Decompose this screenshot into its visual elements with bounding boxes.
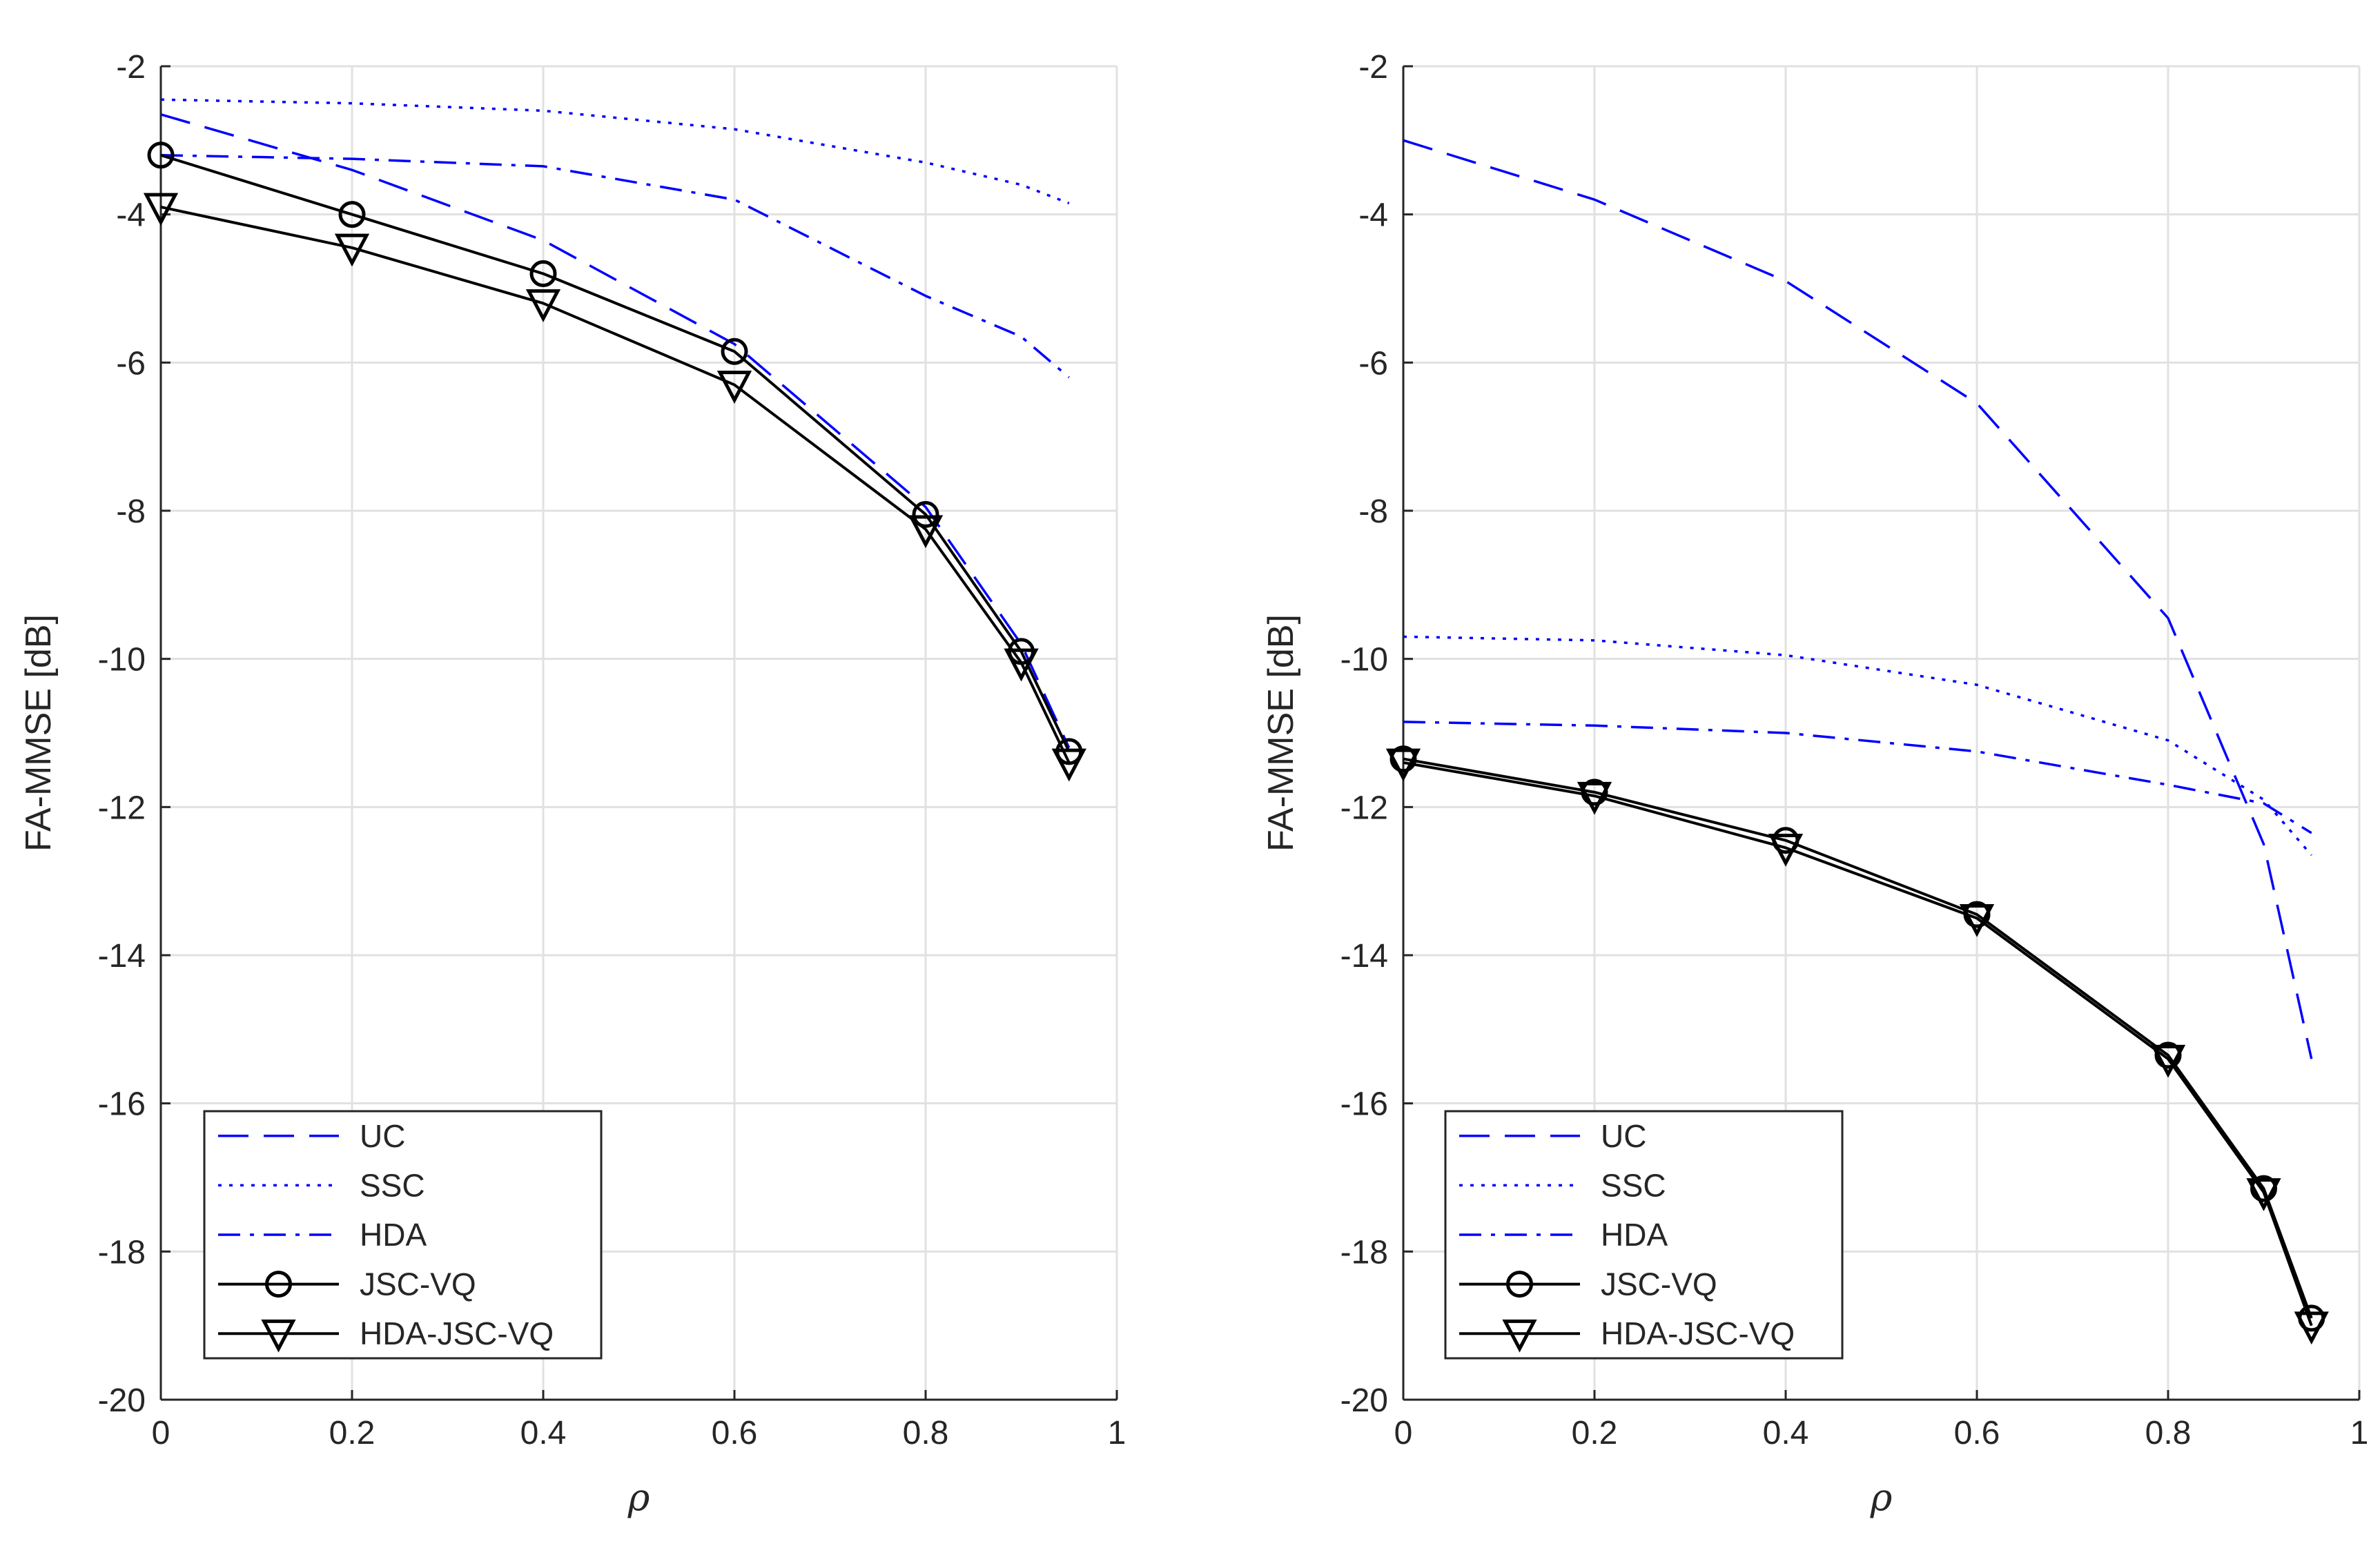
x-axis-label: ρ xyxy=(1870,1476,1893,1519)
legend-label-uc: UC xyxy=(1601,1118,1646,1154)
x-tick-label: 0.8 xyxy=(2145,1415,2192,1451)
y-tick-label: -4 xyxy=(1358,197,1388,234)
data-point-hda-jsc-vq xyxy=(334,233,370,267)
left-chart: 0 0.2 0.4 0.6 0.8 1 -2 -4 -6 -8 -10 -12 -14 -16 -18 -20… xyxy=(19,49,1126,1519)
x-tick-label: 1 xyxy=(1108,1415,1126,1451)
y-tick-label: -20 xyxy=(98,1382,146,1419)
legend-label-hda: HDA xyxy=(1601,1217,1668,1253)
y-tick-label: -6 xyxy=(1358,345,1388,382)
y-tick-label: -18 xyxy=(98,1234,146,1271)
legend-label-uc: UC xyxy=(360,1118,405,1154)
data-point-jsc-vq xyxy=(338,201,366,228)
legend-marker-jsc-vq xyxy=(265,1271,292,1298)
y-tick-label: -14 xyxy=(98,938,146,975)
data-point-jsc-vq xyxy=(721,337,748,365)
legend-marker-jsc-vq xyxy=(1506,1271,1533,1298)
series-line-ssc xyxy=(160,98,1070,205)
y-tick-label: -16 xyxy=(98,1086,146,1123)
x-tick-label: 0.4 xyxy=(520,1415,567,1451)
data-point-hda-jsc-vq xyxy=(1385,748,1421,782)
y-axis-label: FA-MMSE [dB] xyxy=(1261,614,1301,852)
data-point-hda-jsc-vq xyxy=(143,193,179,226)
y-tick-label: -12 xyxy=(1340,790,1388,826)
data-point-hda-jsc-vq xyxy=(908,515,944,549)
y-tick-label: -10 xyxy=(98,642,146,678)
right-chart: 0 0.2 0.4 0.6 0.8 1 -2 -4 -6 -8 -10 -12 -14 -16 -18 -20… xyxy=(1261,49,2368,1519)
legend-label-hda-jsc-vq: HDA-JSC-VQ xyxy=(360,1315,554,1351)
data-point-hda-jsc-vq xyxy=(2150,1044,2186,1078)
y-tick-label: -12 xyxy=(98,790,146,826)
y-axis-label: FA-MMSE [dB] xyxy=(19,614,59,852)
y-tick-label: -2 xyxy=(1358,49,1388,86)
data-point-hda-jsc-vq xyxy=(716,371,752,404)
x-tick-label: 0.6 xyxy=(712,1415,758,1451)
data-point-jsc-vq xyxy=(912,500,939,528)
x-tick-label: 0.2 xyxy=(329,1415,375,1451)
data-point-hda-jsc-vq xyxy=(1768,834,1804,867)
legend: UC SSC HDA JSC-VQ HDA-JSC-VQ xyxy=(203,1110,603,1360)
legend-label-ssc: SSC xyxy=(360,1167,425,1203)
legend-label-hda: HDA xyxy=(360,1217,427,1253)
series-line-hda-jsc-vq xyxy=(160,205,1071,763)
x-tick-label: 0 xyxy=(1394,1415,1413,1451)
series-line-jsc-vq xyxy=(1403,757,2313,1319)
series-line-hda xyxy=(1403,721,2312,834)
legend-label-ssc: SSC xyxy=(1601,1167,1666,1203)
series-line-uc xyxy=(160,113,1071,749)
series-line-hda xyxy=(160,154,1070,379)
series-line-ssc xyxy=(1403,635,2313,857)
series-line-uc xyxy=(1403,139,2313,1059)
y-tick-label: -6 xyxy=(116,345,146,382)
data-point-jsc-vq xyxy=(147,141,175,169)
series-line-hda-jsc-vq xyxy=(1403,761,2313,1327)
data-point-hda-jsc-vq xyxy=(1051,748,1086,782)
data-point-hda-jsc-vq xyxy=(2294,1311,2329,1345)
x-tick-label: 0.6 xyxy=(1954,1415,2000,1451)
y-tick-label: -8 xyxy=(116,493,146,530)
y-tick-label: -10 xyxy=(1340,642,1388,678)
data-point-hda-jsc-vq xyxy=(1577,781,1612,815)
data-point-hda-jsc-vq xyxy=(525,289,561,322)
x-tick-label: 0.2 xyxy=(1572,1415,1618,1451)
legend-label-jsc-vq: JSC-VQ xyxy=(360,1266,476,1302)
data-point-hda-jsc-vq xyxy=(1959,903,1995,937)
y-tick-label: -16 xyxy=(1340,1086,1388,1123)
legend-marker-hda-jsc-vq xyxy=(261,1319,296,1353)
y-tick-label: -18 xyxy=(1340,1234,1388,1271)
x-tick-label: 0.8 xyxy=(903,1415,949,1451)
x-tick-label: 1 xyxy=(2350,1415,2369,1451)
data-point-hda-jsc-vq xyxy=(1004,648,1039,682)
legend: UC SSC HDA JSC-VQ HDA-JSC-VQ xyxy=(1444,1110,1844,1360)
legend-label-jsc-vq: JSC-VQ xyxy=(1601,1266,1717,1302)
y-tick-label: -14 xyxy=(1340,938,1388,975)
x-axis-label: ρ xyxy=(627,1476,650,1519)
y-tick-label: -2 xyxy=(116,49,146,86)
y-tick-label: -4 xyxy=(116,197,146,234)
data-point-jsc-vq xyxy=(529,260,557,288)
y-tick-label: -8 xyxy=(1358,493,1388,530)
legend-marker-hda-jsc-vq xyxy=(1502,1319,1537,1353)
x-tick-label: 0.4 xyxy=(1763,1415,1809,1451)
y-tick-label: -20 xyxy=(1340,1382,1388,1419)
legend-label-hda-jsc-vq: HDA-JSC-VQ xyxy=(1601,1315,1795,1351)
data-point-hda-jsc-vq xyxy=(2246,1178,2281,1211)
x-tick-label: 0 xyxy=(152,1415,170,1451)
